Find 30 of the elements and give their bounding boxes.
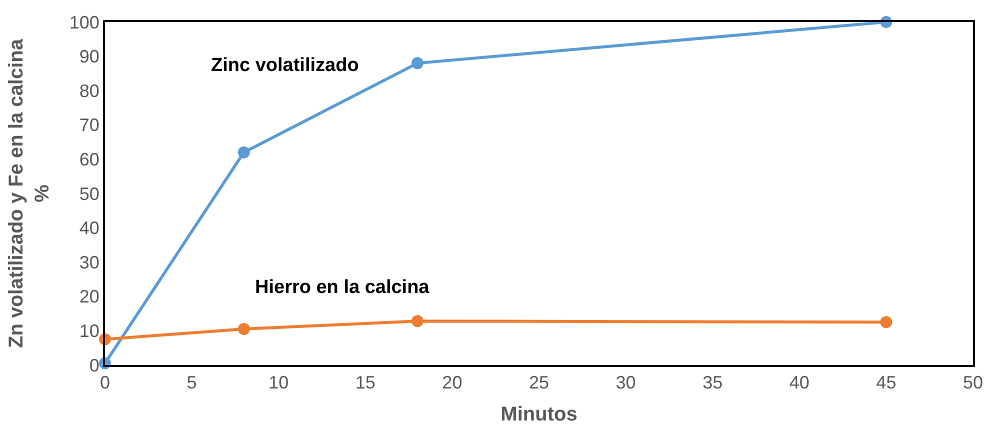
x-tick-label: 5 xyxy=(186,372,197,393)
y-tick-label: 90 xyxy=(79,46,100,67)
x-tick-label: 25 xyxy=(528,372,550,393)
x-tick-label: 50 xyxy=(962,372,984,393)
point xyxy=(411,315,424,328)
y-tick-label: 100 xyxy=(69,12,100,32)
series-label: Zinc volatilizado xyxy=(211,55,359,76)
series-label: Hierro en la calcina xyxy=(255,277,430,298)
x-tick-label: 35 xyxy=(702,372,723,393)
point xyxy=(411,57,424,70)
point xyxy=(238,322,250,335)
x-tick-label: 20 xyxy=(442,372,462,393)
y-tick-label: 10 xyxy=(79,321,100,341)
y-tick-label: 80 xyxy=(79,80,100,101)
y-tick-label: 50 xyxy=(79,184,100,204)
point xyxy=(238,146,250,158)
y-tick-label: 30 xyxy=(79,252,100,272)
y-tick-label: 40 xyxy=(79,218,100,238)
x-tick-label: 45 xyxy=(876,372,896,393)
y-tick-label: 60 xyxy=(79,150,100,170)
y-tick-label: 70 xyxy=(79,115,100,136)
x-tick-label: 40 xyxy=(789,372,810,393)
y-tick-label: 20 xyxy=(79,286,100,307)
point xyxy=(880,316,892,328)
x-axis-title: Minutos xyxy=(500,404,578,426)
x-tick-label: 10 xyxy=(268,372,289,393)
y-tick-label: 0 xyxy=(89,355,100,376)
y-axis-title: Zn volatilizado y Fe en la calcina % xyxy=(5,38,54,348)
x-tick-label: 30 xyxy=(616,372,636,393)
x-tick-label: 15 xyxy=(355,372,376,393)
